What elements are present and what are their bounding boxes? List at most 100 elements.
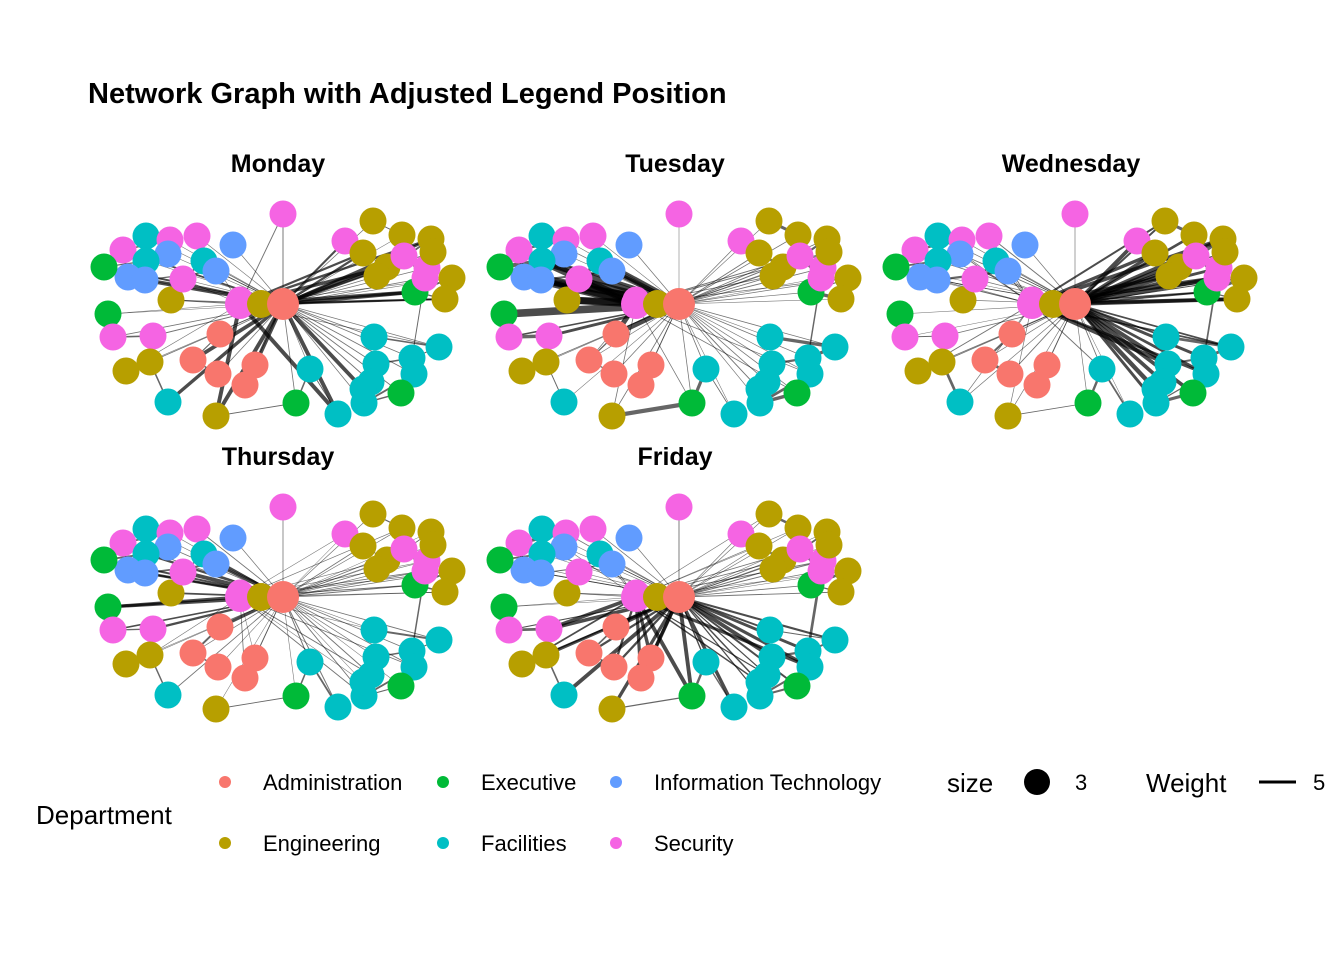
node-facilities	[132, 515, 160, 543]
node-facilities	[796, 360, 824, 388]
hub-node-administration	[1059, 288, 1091, 320]
edge	[678, 303, 809, 359]
node-security	[579, 222, 607, 250]
legend-label-executive: Executive	[481, 770, 576, 795]
edge	[239, 596, 365, 697]
edge	[678, 267, 824, 305]
edge	[678, 527, 799, 598]
edge	[678, 560, 824, 598]
node-security	[786, 535, 814, 563]
node-security	[505, 529, 533, 557]
node-engineering	[827, 578, 855, 606]
edge	[282, 303, 377, 365]
node-administration	[637, 644, 665, 672]
node-executive	[1074, 389, 1102, 417]
node-engineering	[363, 262, 391, 290]
node-information-technology	[131, 266, 159, 294]
node-engineering	[598, 402, 626, 430]
node-facilities	[349, 375, 377, 403]
node-facilities	[756, 323, 784, 351]
hub-node-administration	[267, 581, 299, 613]
node-facilities	[400, 653, 428, 681]
node-security	[269, 493, 297, 521]
edge	[678, 513, 770, 598]
node-facilities	[296, 355, 324, 383]
node-security	[961, 265, 989, 293]
edge	[678, 595, 836, 642]
node-engineering	[363, 555, 391, 583]
node-facilities	[924, 247, 952, 275]
node-engineering	[1223, 285, 1251, 313]
node-information-technology	[154, 533, 182, 561]
edge	[678, 303, 836, 348]
node-security	[535, 615, 563, 643]
edge	[678, 303, 773, 365]
node-administration	[204, 653, 232, 681]
node-engineering	[431, 578, 459, 606]
legend-key-security	[610, 837, 622, 849]
node-facilities	[528, 222, 556, 250]
panel-title-wednesday: Wednesday	[1002, 150, 1141, 178]
nodes	[486, 493, 862, 723]
node-engineering	[349, 239, 377, 267]
node-information-technology	[219, 524, 247, 552]
edge	[166, 302, 285, 404]
node-security	[807, 557, 835, 585]
node-engineering	[112, 650, 140, 678]
edge	[678, 291, 812, 305]
node-administration	[204, 360, 232, 388]
node-engineering	[419, 531, 447, 559]
node-security	[139, 615, 167, 643]
department-legend-title: Department	[36, 800, 173, 830]
node-executive	[783, 672, 811, 700]
edge	[282, 570, 426, 598]
hub-node-engineering	[247, 290, 275, 318]
edge	[635, 596, 760, 683]
node-security	[901, 236, 929, 264]
node-information-technology	[550, 240, 578, 268]
node-information-technology	[131, 559, 159, 587]
node-executive	[282, 389, 310, 417]
node-engineering	[1151, 207, 1179, 235]
edge	[563, 303, 680, 403]
hub-node-security	[1017, 289, 1047, 319]
edge	[239, 596, 364, 683]
node-security	[565, 558, 593, 586]
node-facilities	[745, 375, 773, 403]
node-facilities	[132, 540, 160, 568]
node-facilities	[296, 648, 324, 676]
facet-panels: Monday Tuesday Wednesday Thursday Friday	[90, 150, 1258, 723]
edge	[1074, 302, 1207, 376]
node-executive	[490, 593, 518, 621]
node-facilities	[720, 693, 748, 721]
node-security	[99, 323, 127, 351]
node-security	[109, 529, 137, 557]
node-engineering	[904, 357, 932, 385]
edge	[282, 303, 415, 375]
edge	[678, 303, 768, 383]
node-security	[786, 242, 814, 270]
node-executive	[490, 300, 518, 328]
panel-thursday	[90, 493, 466, 723]
edge	[678, 303, 693, 404]
node-facilities	[1192, 360, 1220, 388]
node-security	[1203, 264, 1231, 292]
edge	[1074, 303, 1089, 404]
node-information-technology	[994, 257, 1022, 285]
node-facilities	[528, 540, 556, 568]
node-administration	[206, 320, 234, 348]
node-engineering	[359, 500, 387, 528]
node-information-technology	[550, 533, 578, 561]
node-security	[665, 493, 693, 521]
node-security	[807, 264, 835, 292]
node-facilities	[154, 388, 182, 416]
edge	[678, 277, 822, 305]
nodes	[90, 200, 466, 430]
node-executive	[886, 300, 914, 328]
node-administration	[602, 320, 630, 348]
node-executive	[387, 379, 415, 407]
node-facilities	[360, 323, 388, 351]
node-information-technology	[598, 257, 626, 285]
panel-title-thursday: Thursday	[222, 443, 335, 471]
edge	[215, 402, 297, 417]
